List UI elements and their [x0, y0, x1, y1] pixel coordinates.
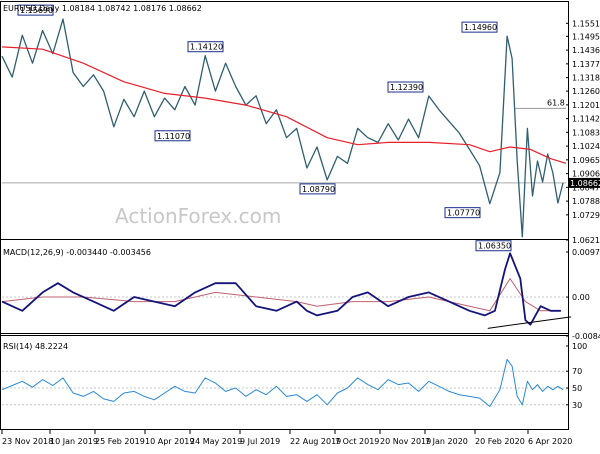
price-annotation-box — [387, 81, 424, 93]
price-annotation-box — [17, 4, 54, 16]
price-axis-label: 1.10830 — [572, 128, 600, 137]
price-axis-label: 1.07290 — [572, 211, 600, 220]
rsi-axis-label: 70 — [572, 367, 582, 376]
macd-axis-label: 0.00978 — [572, 248, 600, 257]
price-annotation: 1.15690 — [20, 6, 53, 15]
price-annotation-box — [187, 41, 224, 53]
rsi-axis-label: 30 — [572, 401, 582, 410]
macd-header: MACD(12,26,9) -0.003440 -0.003456 — [3, 248, 151, 257]
macd-axis-label: 0.00 — [572, 293, 590, 302]
last-price-box — [568, 177, 600, 188]
x-axis-label: 6 Apr 2020 — [528, 437, 572, 446]
x-axis-label: 20 Nov 2019 — [380, 437, 431, 446]
last-price-label: 1.08662 — [570, 179, 600, 188]
x-axis-label: 25 Feb 2019 — [95, 437, 145, 446]
rsi-header: RSI(14) 48.2224 — [3, 342, 68, 351]
price-annotation-box — [475, 240, 512, 252]
x-axis-label: 10 Apr 2019 — [145, 437, 194, 446]
price-annotation: 1.07770 — [447, 209, 480, 218]
price-panel-frame — [0, 1, 569, 240]
price-axis-label: 1.14950 — [572, 32, 600, 41]
price-axis-label: 1.12600 — [572, 87, 600, 96]
price-axis-label: 1.10240 — [572, 142, 600, 151]
x-axis-label: 24 May 2019 — [190, 437, 242, 446]
price-annotation-box — [461, 21, 498, 33]
price-annotation: 1.14960 — [464, 23, 497, 32]
price-axis-label: 1.09650 — [572, 156, 600, 165]
price-annotation: 1.14120 — [190, 43, 223, 52]
x-axis-label: 20 Feb 2020 — [475, 437, 525, 446]
price-axis-label: 1.06210 — [572, 236, 600, 245]
price-axis-label: 1.13770 — [572, 60, 600, 69]
price-annotation-box — [299, 183, 336, 195]
price-axis-label: 1.12010 — [572, 101, 600, 110]
macd-panel-frame — [0, 239, 569, 336]
price-axis-label: 1.07880 — [572, 197, 600, 206]
price-annotation: 1.12390 — [390, 83, 423, 92]
rsi-axis-label: 50 — [572, 384, 582, 393]
price-axis-label: 1.11420 — [572, 115, 600, 124]
fib-label: 61.8 — [547, 98, 565, 107]
price-line — [1, 18, 564, 238]
x-axis-label: 7 Oct 2019 — [335, 437, 379, 446]
price-annotation: 1.08790 — [302, 185, 335, 194]
rsi-axis-label: 100 — [572, 342, 587, 351]
macd-axis-label: -0.008464 — [572, 332, 600, 341]
price-axis-label: 1.13180 — [572, 74, 600, 83]
rsi-panel-frame — [0, 333, 569, 430]
watermark: ActionForex.com — [115, 204, 281, 228]
macd-trendline — [487, 316, 572, 329]
rsi-line — [1, 358, 564, 407]
price-axis-label: 1.09060 — [572, 170, 600, 179]
moving-average-line — [1, 46, 567, 164]
x-axis-label: 7 Jan 2020 — [425, 437, 468, 446]
x-axis-label: 10 Jan 2019 — [50, 437, 98, 446]
price-header: EURUSD,Daily 1.08184 1.08742 1.08176 1.0… — [3, 4, 202, 13]
price-annotation: 1.06350 — [478, 242, 511, 251]
price-annotation: 1.11070 — [157, 132, 190, 141]
macd-signal-line — [1, 278, 561, 312]
x-axis-label: 23 Nov 2018 — [2, 437, 53, 446]
macd-line — [1, 252, 561, 326]
price-axis-label: 1.15510 — [572, 19, 600, 28]
x-axis-label: 22 Aug 2019 — [290, 437, 341, 446]
price-axis-label: 1.14360 — [572, 46, 600, 55]
price-annotation-box — [154, 130, 191, 142]
x-axis-label: 9 Jul 2019 — [240, 437, 280, 446]
price-annotation-box — [444, 207, 481, 219]
